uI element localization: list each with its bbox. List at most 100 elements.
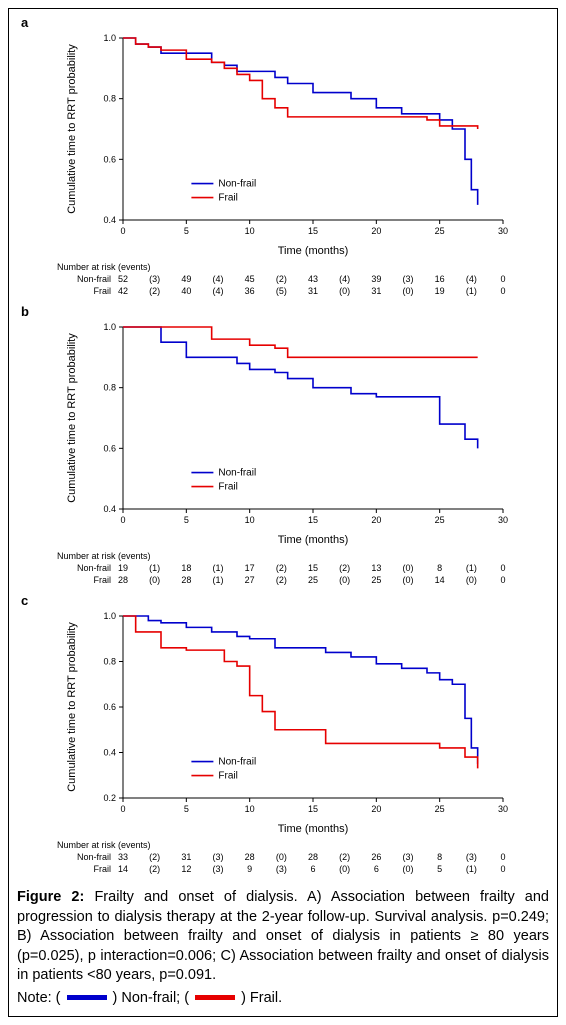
legend-swatch-nonfrail [67,995,107,1000]
svg-text:20: 20 [371,515,381,525]
svg-text:5: 5 [184,226,189,236]
risk-table-a: Number at risk (events)Non-frail52(3)49(… [53,260,513,300]
svg-text:(2): (2) [276,575,287,585]
risk-table-b: Number at risk (events) Non-frail 19 (1) 18 (… [53,549,513,589]
svg-text:0: 0 [120,226,125,236]
svg-text:1.0: 1.0 [103,322,116,332]
svg-text:25: 25 [435,515,445,525]
svg-text:Cumulative time to RRT probabi: Cumulative time to RRT probability [66,333,78,503]
svg-text:(0): (0) [466,575,477,585]
svg-text:5: 5 [437,864,442,874]
svg-text:Time (months): Time (months) [278,534,349,546]
svg-text:(4): (4) [213,286,224,296]
svg-text:25: 25 [371,575,381,585]
svg-text:Non-frail: Non-frail [218,757,256,768]
svg-text:19: 19 [435,286,445,296]
svg-text:(4): (4) [339,274,350,284]
svg-text:42: 42 [118,286,128,296]
legend-swatch-frail [195,995,235,1000]
svg-text:(3): (3) [403,852,414,862]
svg-text:(3): (3) [149,274,160,284]
svg-text:(0): (0) [403,286,414,296]
svg-text:(1): (1) [466,864,477,874]
svg-text:0.6: 0.6 [103,702,116,712]
chart-wrap-a: 0.40.60.81.0051015202530Time (months)Cum… [17,30,549,260]
svg-text:8: 8 [437,852,442,862]
svg-text:19: 19 [118,563,128,573]
note-frail: ) Frail. [241,990,282,1006]
figure-note: Note: ( ) Non-frail; ( ) Frail. [17,990,549,1006]
svg-text:27: 27 [245,575,255,585]
svg-text:18: 18 [181,563,191,573]
svg-text:0: 0 [500,575,505,585]
svg-text:0: 0 [500,563,505,573]
svg-text:(0): (0) [149,575,160,585]
svg-text:6: 6 [310,864,315,874]
panel-label-c: c [21,593,549,608]
svg-text:(0): (0) [339,864,350,874]
svg-text:52: 52 [118,274,128,284]
svg-text:(0): (0) [339,286,350,296]
svg-text:(0): (0) [403,575,414,585]
svg-text:0.8: 0.8 [103,657,116,667]
svg-text:0.6: 0.6 [103,443,116,453]
svg-text:20: 20 [371,804,381,814]
svg-text:0.4: 0.4 [103,504,116,514]
chart-a: 0.40.60.81.0051015202530Time (months)Cum… [53,30,513,260]
chart-wrap-c: 0.20.40.60.81.0051015202530Time (months)… [17,608,549,838]
svg-text:(2): (2) [149,864,160,874]
svg-text:Time (months): Time (months) [278,823,349,835]
svg-text:Non-frail: Non-frail [77,852,111,862]
svg-text:Frail: Frail [94,864,112,874]
svg-text:(0): (0) [403,563,414,573]
svg-text:0.8: 0.8 [103,94,116,104]
svg-text:(1): (1) [466,286,477,296]
svg-text:Time (months): Time (months) [278,245,349,257]
svg-text:0.6: 0.6 [103,154,116,164]
svg-text:Frail: Frail [218,771,237,782]
svg-text:(1): (1) [149,563,160,573]
svg-text:Number at risk (events): Number at risk (events) [57,262,151,272]
svg-text:(0): (0) [276,852,287,862]
svg-text:1.0: 1.0 [103,611,116,621]
svg-text:16: 16 [435,274,445,284]
svg-text:30: 30 [498,515,508,525]
svg-text:Non-frail: Non-frail [77,274,111,284]
svg-text:Non-frail: Non-frail [77,563,111,573]
svg-text:20: 20 [371,226,381,236]
svg-text:13: 13 [371,563,381,573]
svg-text:(2): (2) [149,852,160,862]
svg-text:15: 15 [308,226,318,236]
svg-text:Frail: Frail [94,575,112,585]
svg-text:(3): (3) [276,864,287,874]
chart-wrap-b: 0.40.60.81.0051015202530Time (months)Cum… [17,319,549,549]
svg-text:30: 30 [498,226,508,236]
svg-text:25: 25 [435,804,445,814]
svg-text:45: 45 [245,274,255,284]
svg-text:Non-frail: Non-frail [218,179,256,190]
svg-text:(0): (0) [403,864,414,874]
svg-text:25: 25 [308,575,318,585]
svg-text:0.4: 0.4 [103,748,116,758]
svg-text:14: 14 [118,864,128,874]
svg-text:6: 6 [374,864,379,874]
svg-text:17: 17 [245,563,255,573]
svg-text:0: 0 [120,804,125,814]
risk-wrap-a: Number at risk (events)Non-frail52(3)49(… [17,260,549,300]
figure-container: a 0.40.60.81.0051015202530Time (months)C… [8,8,558,1017]
svg-text:(3): (3) [213,864,224,874]
svg-text:(4): (4) [466,274,477,284]
svg-text:31: 31 [371,286,381,296]
panel-label-b: b [21,304,549,319]
svg-text:14: 14 [435,575,445,585]
svg-text:0: 0 [500,864,505,874]
panels-host: a 0.40.60.81.0051015202530Time (months)C… [17,15,549,878]
svg-text:15: 15 [308,804,318,814]
svg-text:(1): (1) [466,563,477,573]
chart-b: 0.40.60.81.0051015202530Time (months)Cum… [53,319,513,549]
risk-wrap-b: Number at risk (events) Non-frail 19 (1) 18 (… [17,549,549,589]
svg-text:Number at risk (events): Number at risk (events) [57,551,151,561]
svg-text:Cumulative time to RRT probabi: Cumulative time to RRT probability [66,622,78,792]
svg-text:0.8: 0.8 [103,383,116,393]
svg-text:39: 39 [371,274,381,284]
